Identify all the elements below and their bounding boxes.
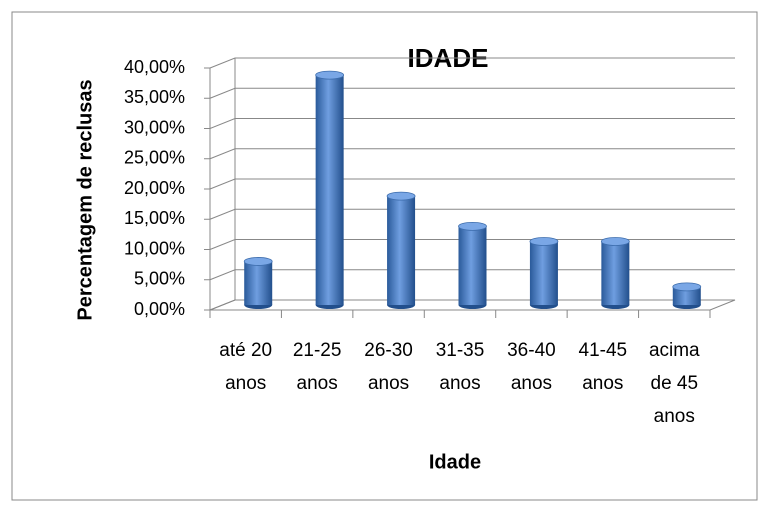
grid-line [209, 148, 735, 160]
bar [458, 226, 487, 305]
y-tick-label: 40,00% [124, 57, 185, 77]
bar-top [672, 282, 702, 292]
bar [244, 261, 273, 305]
grid-line [209, 208, 735, 220]
y-tick-label: 30,00% [124, 117, 185, 137]
bar-top [315, 70, 345, 80]
y-tick-label: 25,00% [124, 148, 185, 168]
x-tick-label: acima de 45 anos [648, 340, 700, 427]
y-axis-title: Percentagem de reclusas [74, 79, 96, 320]
grid-line [209, 87, 735, 99]
bar-top [529, 237, 559, 246]
x-tick-label: 36-40 anos [507, 340, 556, 394]
grid-line [209, 178, 735, 190]
bar-top [386, 191, 416, 201]
bar-top [600, 237, 630, 246]
y-tick-label: 15,00% [124, 208, 185, 228]
y-tick-label: 5,00% [134, 269, 185, 289]
x-tick-label: 31-35 anos [435, 340, 485, 394]
y-tick-label: 20,00% [124, 178, 185, 198]
x-tick-label: 41-45 anos [578, 340, 628, 394]
x-tick-label: 26-30 anos [364, 340, 413, 394]
bar [601, 241, 630, 305]
grid-line [209, 269, 735, 281]
bar-top [243, 257, 273, 266]
chart-border [11, 11, 758, 501]
bar-top [458, 221, 487, 231]
bar [529, 241, 558, 305]
x-tick-label: 21-25 anos [292, 340, 342, 394]
x-tick-label: até 20 anos [219, 340, 273, 394]
bar [672, 286, 701, 305]
grid-line [209, 299, 735, 311]
x-axis-title: Idade [429, 451, 481, 473]
grid-line [209, 118, 735, 129]
grid-line [209, 239, 735, 250]
y-tick-label: 10,00% [124, 238, 185, 258]
y-tick-label: 35,00% [124, 87, 185, 107]
y-tick-label: 0,00% [134, 299, 185, 319]
grid-line [209, 57, 735, 69]
bar [315, 75, 344, 305]
bar [387, 196, 416, 305]
